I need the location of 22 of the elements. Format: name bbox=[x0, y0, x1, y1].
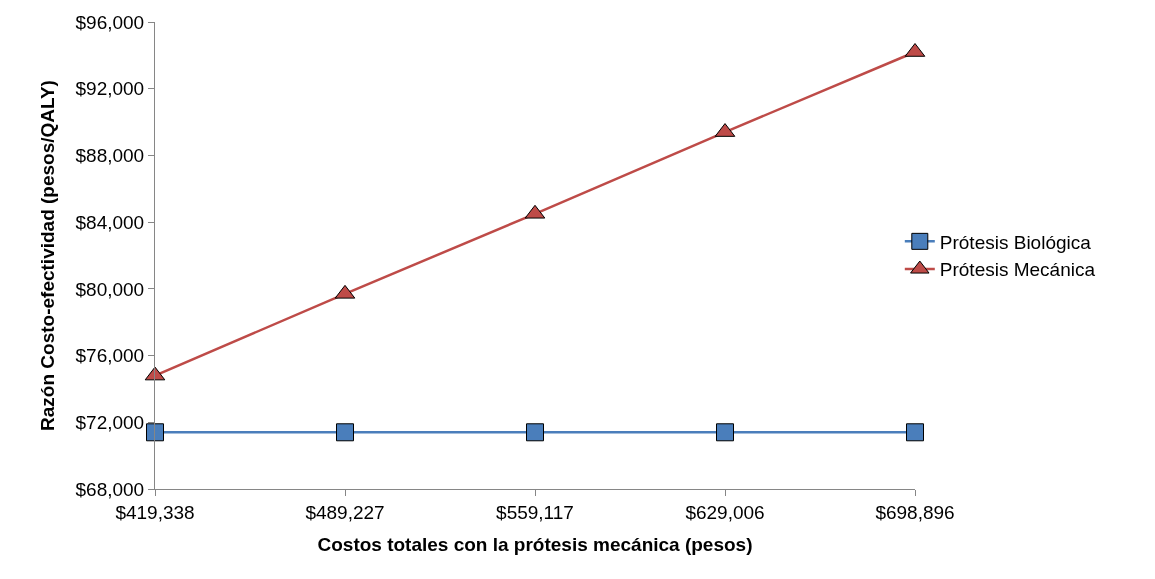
y-tick-label: $76,000 bbox=[75, 345, 145, 367]
point bbox=[336, 423, 354, 442]
y-tick-label: $84,000 bbox=[75, 211, 145, 233]
legend-label: Prótesis Biológica bbox=[939, 231, 1092, 253]
y-tick-label: $92,000 bbox=[75, 78, 145, 100]
point bbox=[146, 423, 164, 442]
y-axis-title: Razón Costo-efectividad (pesos/QALY) bbox=[37, 80, 59, 431]
x-tick-label: $489,227 bbox=[305, 501, 385, 523]
point bbox=[526, 423, 544, 442]
x-tick-label: $419,338 bbox=[115, 501, 195, 523]
legend-label: Prótesis Mecánica bbox=[939, 259, 1096, 281]
y-tick-label: $68,000 bbox=[75, 478, 145, 500]
y-tick-label: $88,000 bbox=[75, 145, 145, 167]
y-tick-label: $96,000 bbox=[75, 11, 145, 33]
x-axis-title: Costos totales con la prótesis mecánica (pesos) bbox=[317, 533, 753, 555]
x-tick-label: $559,117 bbox=[496, 501, 574, 523]
point bbox=[716, 423, 734, 442]
x-tick-label: $698,896 bbox=[875, 501, 955, 523]
x-tick-label: $629,006 bbox=[685, 501, 765, 523]
y-tick-label: $72,000 bbox=[75, 411, 145, 433]
y-tick-label: $80,000 bbox=[75, 278, 145, 300]
point bbox=[906, 423, 924, 442]
